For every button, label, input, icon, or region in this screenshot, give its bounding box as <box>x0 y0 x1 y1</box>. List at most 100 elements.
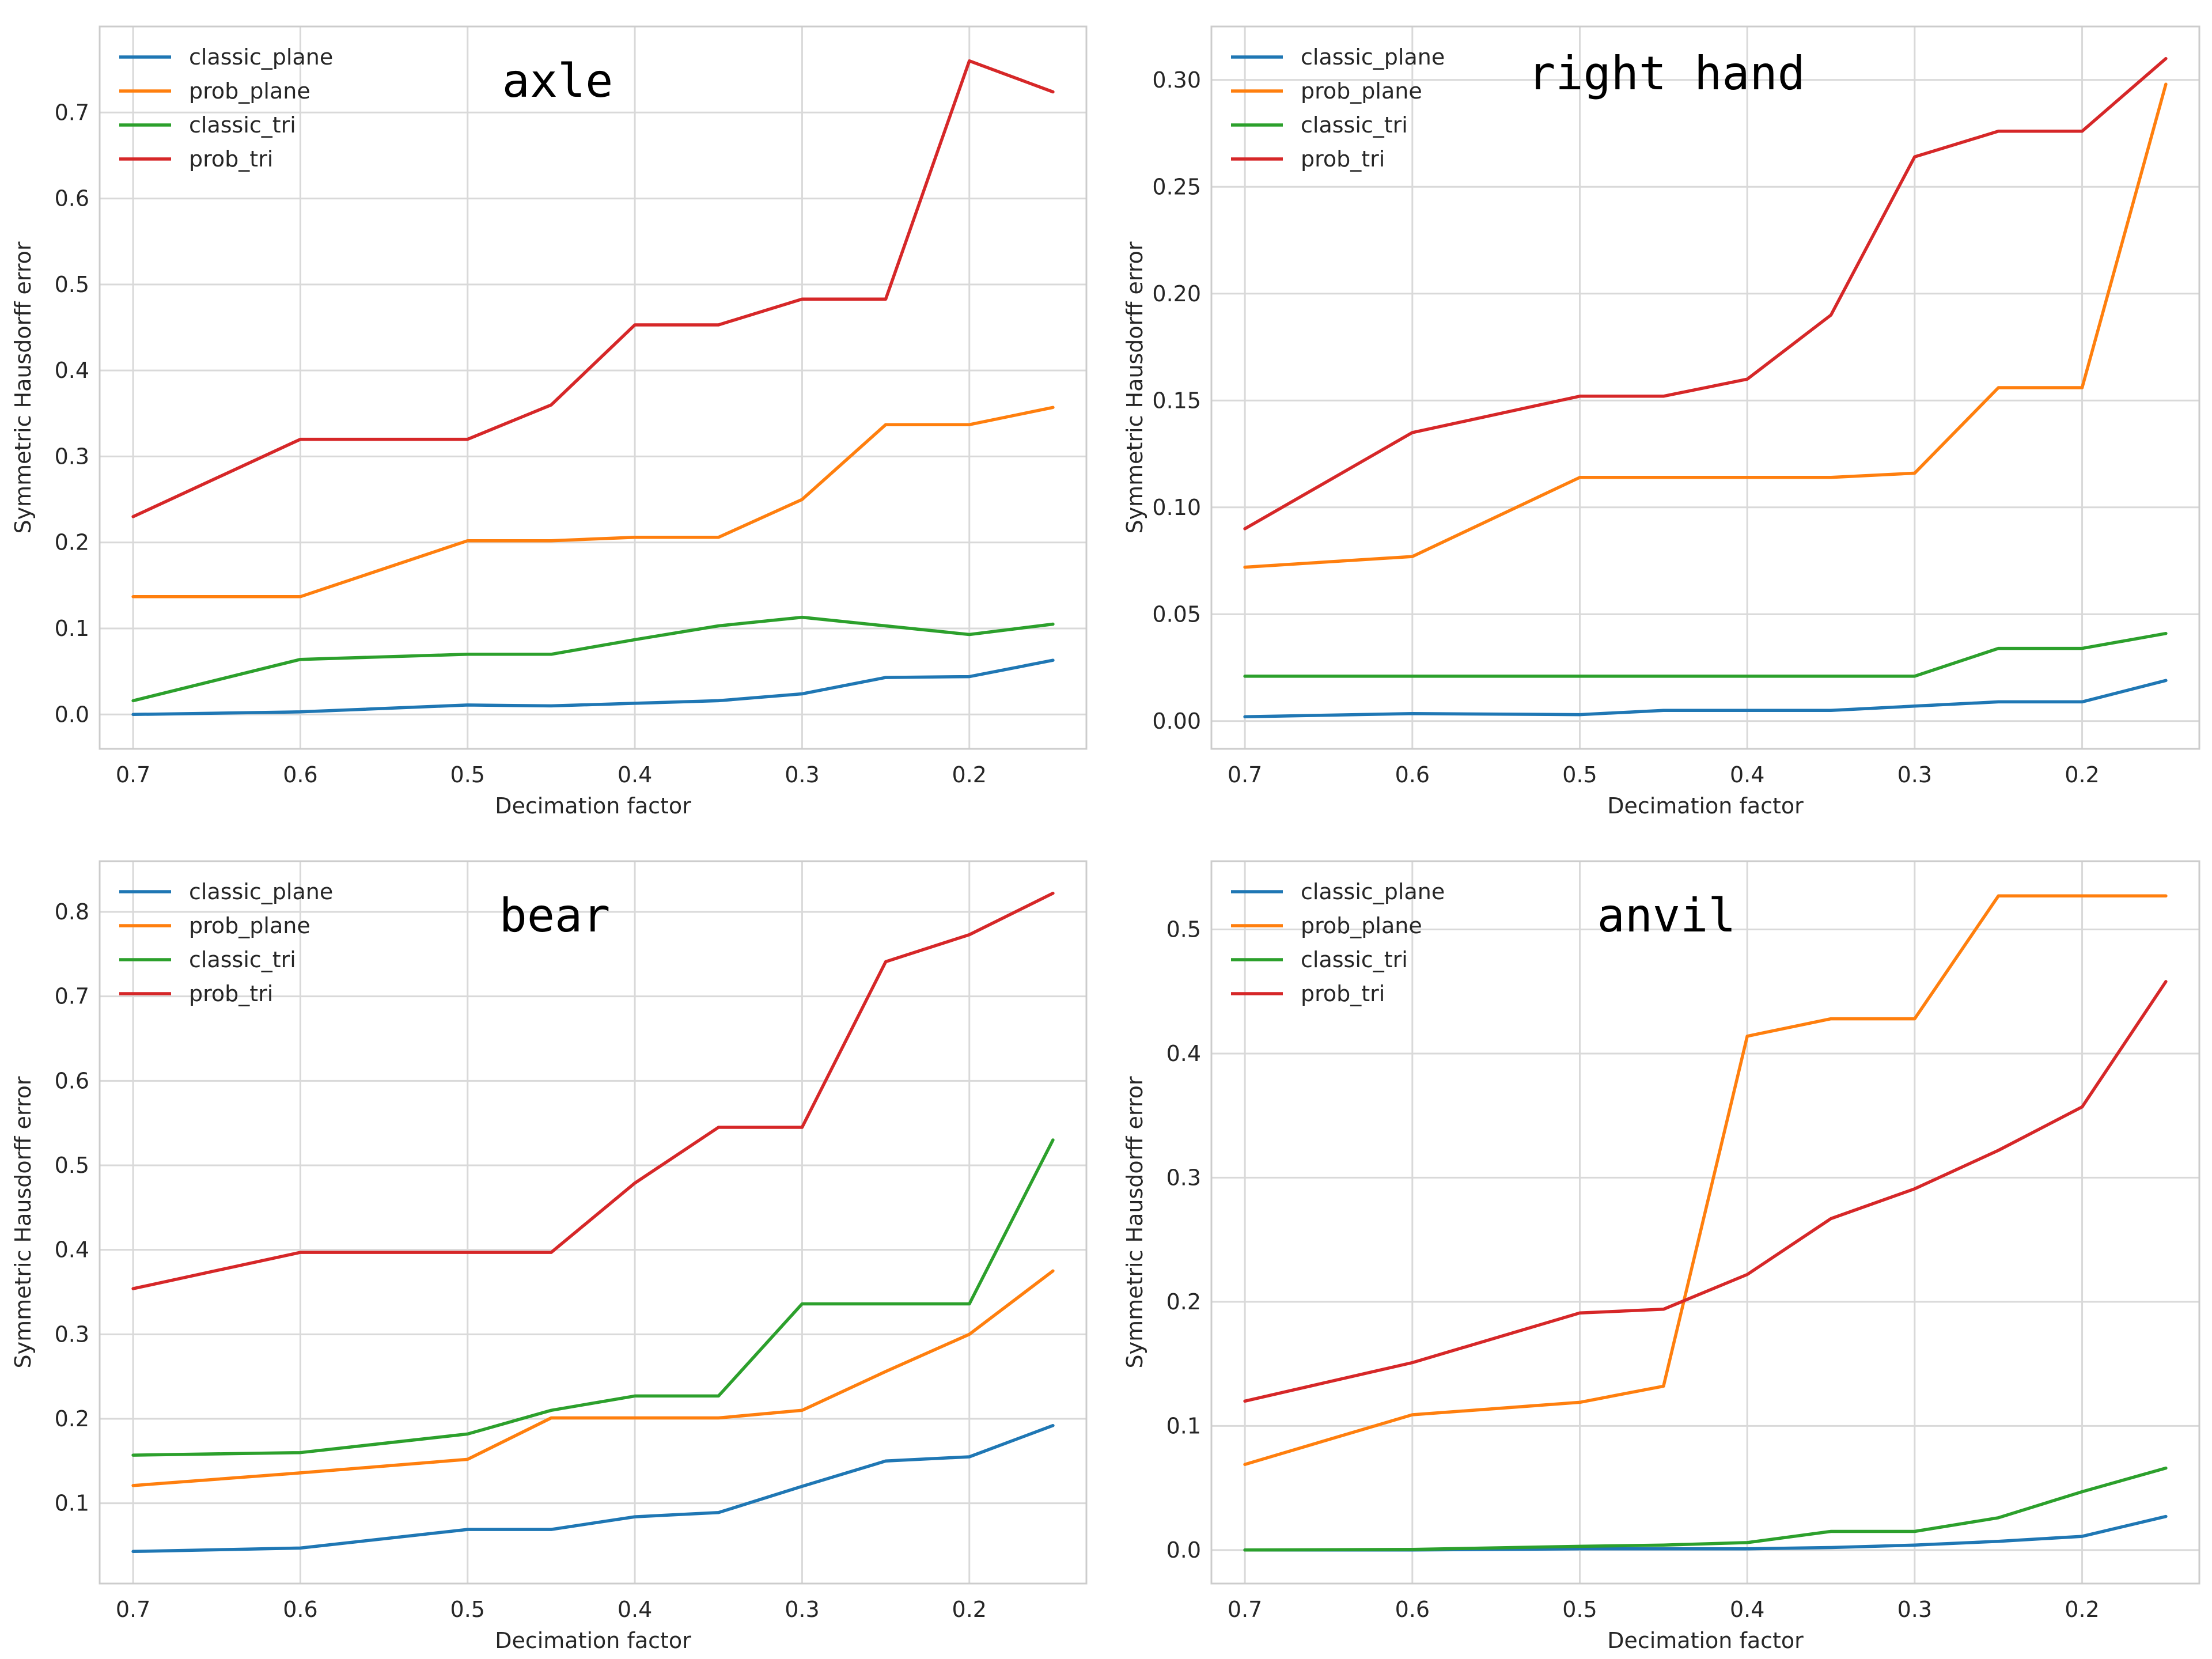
y-tick-label: 0.5 <box>55 1153 89 1178</box>
series-line-classic-plane <box>131 658 1055 717</box>
x-tick-label: 0.2 <box>952 1597 987 1622</box>
x-tick-label: 0.4 <box>618 762 652 787</box>
legend-label: classic_tri <box>1301 947 1408 972</box>
x-tick-label: 0.2 <box>952 762 987 787</box>
series-line-classic-tri <box>1243 631 2168 678</box>
x-tick-label: 0.3 <box>1897 1597 1932 1622</box>
panel-title: bear <box>499 889 611 942</box>
y-tick-label: 0.3 <box>1166 1165 1201 1190</box>
y-tick-label: 0.0 <box>55 702 89 727</box>
legend-label: classic_tri <box>189 112 296 138</box>
x-tick-label: 0.4 <box>1730 762 1764 787</box>
legend-label: classic_plane <box>1301 879 1445 904</box>
legend-label: prob_tri <box>189 146 273 172</box>
series-line-classic-plane <box>1243 679 2168 719</box>
x-tick-label: 0.7 <box>1228 762 1262 787</box>
y-tick-label: 0.4 <box>55 358 89 383</box>
series-line-classic-tri <box>131 615 1055 703</box>
x-tick-label: 0.3 <box>1897 762 1932 787</box>
x-tick-label: 0.6 <box>283 762 317 787</box>
legend-label: prob_plane <box>1301 78 1422 104</box>
chart-panel-axle: 0.0 0.1 0.2 0.3 0.4 0.5 0.6 0.7 0.7 0.6 0.5 0.4 0.3 0… <box>10 25 1088 819</box>
legend-label: classic_plane <box>189 879 333 904</box>
series-line-prob-tri <box>1243 56 2168 531</box>
legend-label: classic_tri <box>1301 112 1408 138</box>
plot-area <box>1211 861 2199 1584</box>
y-tick-label: 0.3 <box>55 1321 89 1347</box>
x-tick-label: 0.4 <box>1730 1597 1764 1622</box>
y-tick-label: 0.25 <box>1152 174 1201 199</box>
series-line-classic-plane <box>131 1423 1055 1554</box>
x-tick-label: 0.2 <box>2065 1597 2099 1622</box>
y-axis-label: Symmetric Hausdorff error <box>10 241 36 533</box>
series-line-prob-plane <box>1243 82 2168 569</box>
y-tick-label: 0.4 <box>55 1237 89 1263</box>
y-tick-label: 0.2 <box>1166 1289 1201 1315</box>
panel-title: axle <box>502 54 613 108</box>
series-line-prob-plane <box>131 1269 1055 1487</box>
y-tick-label: 0.2 <box>55 1406 89 1431</box>
chart-panel-anvil: 0.0 0.1 0.2 0.3 0.4 0.5 0.7 0.6 0.5 0.4 0.3 0.2 clas… <box>1122 860 2200 1653</box>
x-axis-label: Decimation factor <box>1607 1628 1804 1653</box>
x-tick-label: 0.6 <box>283 1597 317 1622</box>
legend-label: prob_plane <box>1301 913 1422 938</box>
plot-frame <box>1210 25 2200 750</box>
x-tick-label: 0.7 <box>116 762 150 787</box>
y-tick-label: 0.5 <box>1166 917 1201 942</box>
x-tick-label: 0.2 <box>2065 762 2099 787</box>
plot-frame <box>99 860 1088 1585</box>
x-tick-label: 0.6 <box>1395 1597 1430 1622</box>
y-tick-label: 0.2 <box>55 530 89 555</box>
y-tick-label: 0.1 <box>55 616 89 641</box>
x-tick-label: 0.7 <box>116 1597 150 1622</box>
x-axis-label: Decimation factor <box>495 793 691 819</box>
series-line-classic-tri <box>1243 1466 2168 1552</box>
legend-label: prob_plane <box>189 913 310 938</box>
y-tick-label: 0.6 <box>55 1068 89 1093</box>
y-tick-label: 0.6 <box>55 186 89 211</box>
legend-label: prob_tri <box>189 981 273 1006</box>
legend-label: classic_plane <box>1301 44 1445 70</box>
plot-frame <box>1210 860 2200 1585</box>
x-tick-label: 0.4 <box>618 1597 652 1622</box>
y-axis-label: Symmetric Hausdorff error <box>1122 241 1147 533</box>
legend-label: prob_tri <box>1301 146 1385 172</box>
y-tick-label: 0.3 <box>55 444 89 469</box>
x-tick-label: 0.3 <box>785 762 819 787</box>
y-axis-label: Symmetric Hausdorff error <box>1122 1076 1147 1368</box>
plot-area <box>100 861 1086 1584</box>
y-tick-label: 0.8 <box>55 899 89 925</box>
y-tick-label: 0.30 <box>1152 67 1201 93</box>
y-tick-label: 0.10 <box>1152 495 1201 520</box>
y-tick-label: 0.5 <box>55 272 89 297</box>
legend-label: classic_plane <box>189 44 333 70</box>
x-axis-label: Decimation factor <box>495 1628 691 1653</box>
x-tick-label: 0.6 <box>1395 762 1430 787</box>
legend-label: prob_tri <box>1301 981 1385 1006</box>
chart-panel-bear: 0.1 0.2 0.3 0.4 0.5 0.6 0.7 0.8 0.7 0.6 0.5 0.4 0.3 0… <box>10 860 1088 1653</box>
series-line-prob-tri <box>131 891 1055 1290</box>
y-tick-label: 0.4 <box>1166 1041 1201 1066</box>
y-tick-label: 0.7 <box>55 984 89 1009</box>
y-tick-label: 0.0 <box>1166 1537 1201 1563</box>
series-line-prob-plane <box>131 406 1055 599</box>
chart-panel-right-hand: 0.00 0.05 0.10 0.15 0.20 0.25 0.30 0.7 0.6 0.5 0.4… <box>1122 25 2200 819</box>
panel-title: anvil <box>1597 889 1736 942</box>
x-tick-label: 0.7 <box>1228 1597 1262 1622</box>
x-tick-label: 0.5 <box>1562 762 1597 787</box>
series-line-classic-tri <box>131 1138 1055 1457</box>
x-tick-label: 0.5 <box>1562 1597 1597 1622</box>
x-axis-label: Decimation factor <box>1607 793 1804 819</box>
series-line-prob-plane <box>1243 894 2168 1466</box>
y-tick-label: 0.1 <box>1166 1413 1201 1438</box>
x-tick-label: 0.5 <box>450 762 485 787</box>
series-line-prob-tri <box>1243 980 2168 1403</box>
y-tick-label: 0.00 <box>1152 709 1201 734</box>
panel-title: right hand <box>1528 47 1805 100</box>
x-tick-label: 0.3 <box>785 1597 819 1622</box>
y-tick-label: 0.1 <box>55 1491 89 1516</box>
y-tick-label: 0.05 <box>1152 601 1201 627</box>
y-tick-label: 0.7 <box>55 100 89 125</box>
legend-label: classic_tri <box>189 947 296 972</box>
y-tick-label: 0.20 <box>1152 281 1201 306</box>
